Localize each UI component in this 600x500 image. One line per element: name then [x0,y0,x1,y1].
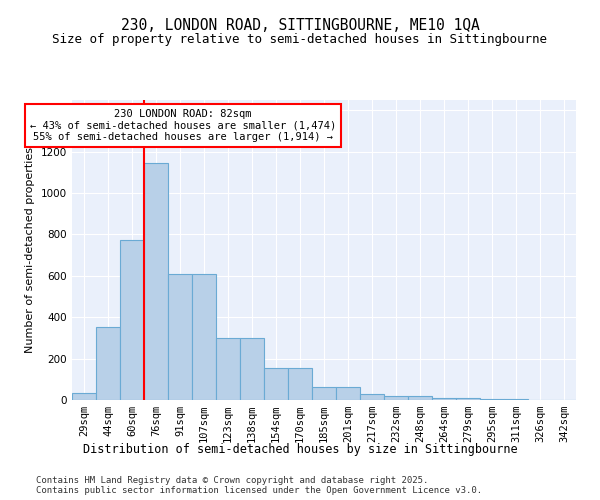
Bar [288,368,312,400]
Text: 230, LONDON ROAD, SITTINGBOURNE, ME10 1QA: 230, LONDON ROAD, SITTINGBOURNE, ME10 1Q… [121,18,479,32]
Bar [96,326,120,400]
Bar [504,399,528,400]
Bar [120,240,144,400]
Bar [432,398,456,400]
Text: 230 LONDON ROAD: 82sqm
← 43% of semi-detached houses are smaller (1,474)
55% of : 230 LONDON ROAD: 82sqm ← 43% of semi-det… [30,109,336,142]
Bar [480,399,504,400]
Text: Size of property relative to semi-detached houses in Sittingbourne: Size of property relative to semi-detach… [53,32,548,46]
Text: Distribution of semi-detached houses by size in Sittingbourne: Distribution of semi-detached houses by … [83,442,517,456]
Bar [144,163,168,400]
Y-axis label: Number of semi-detached properties: Number of semi-detached properties [25,147,35,353]
Bar [456,398,480,400]
Text: Contains HM Land Registry data © Crown copyright and database right 2025.
Contai: Contains HM Land Registry data © Crown c… [36,476,482,495]
Bar [168,274,192,400]
Bar [240,338,264,400]
Bar [336,386,360,400]
Bar [264,368,288,400]
Bar [408,396,432,400]
Bar [360,394,384,400]
Bar [192,274,216,400]
Bar [384,396,408,400]
Bar [216,338,240,400]
Bar [72,393,96,400]
Bar [312,386,336,400]
